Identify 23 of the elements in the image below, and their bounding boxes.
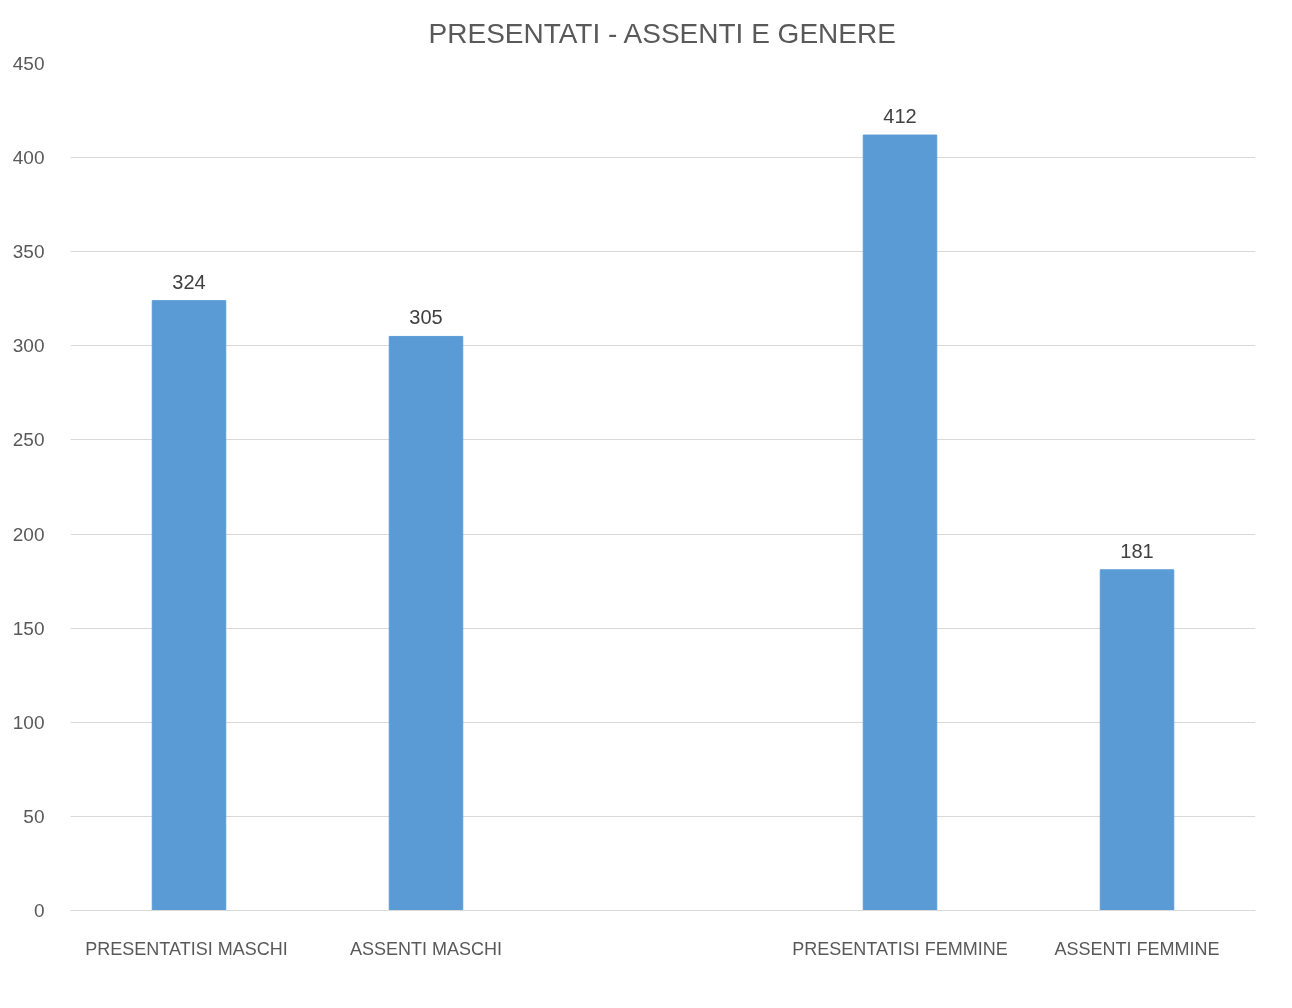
- x-tick-label: ASSENTI FEMMINE: [1054, 938, 1220, 959]
- x-tick-label: ASSENTI MASCHI: [349, 938, 503, 959]
- x-tick-label: PRESENTATISI MASCHI: [85, 938, 288, 959]
- x-tick-label: PRESENTATISI FEMMINE: [792, 938, 1008, 959]
- y-tick-label: 300: [12, 335, 45, 357]
- bar: [388, 335, 464, 911]
- y-tick-label: 450: [12, 53, 45, 74]
- y-tick-label: 150: [12, 617, 45, 639]
- y-tick-label: 250: [12, 429, 45, 451]
- y-tick-label: 100: [12, 711, 45, 733]
- y-tick-label: 50: [23, 805, 45, 827]
- data-label: 305: [409, 306, 443, 329]
- bar: [151, 300, 227, 911]
- y-tick-label: 350: [12, 241, 45, 263]
- y-tick-label: 200: [12, 523, 45, 545]
- y-tick-label: 400: [12, 147, 45, 169]
- chart-title: PRESENTATI - ASSENTI E GENERE: [428, 17, 896, 49]
- data-label: 412: [883, 105, 917, 128]
- data-label: 324: [172, 270, 206, 293]
- bar: [1099, 569, 1175, 911]
- y-tick-label: 0: [33, 900, 45, 921]
- bar: [862, 134, 938, 911]
- data-label: 181: [1120, 539, 1154, 562]
